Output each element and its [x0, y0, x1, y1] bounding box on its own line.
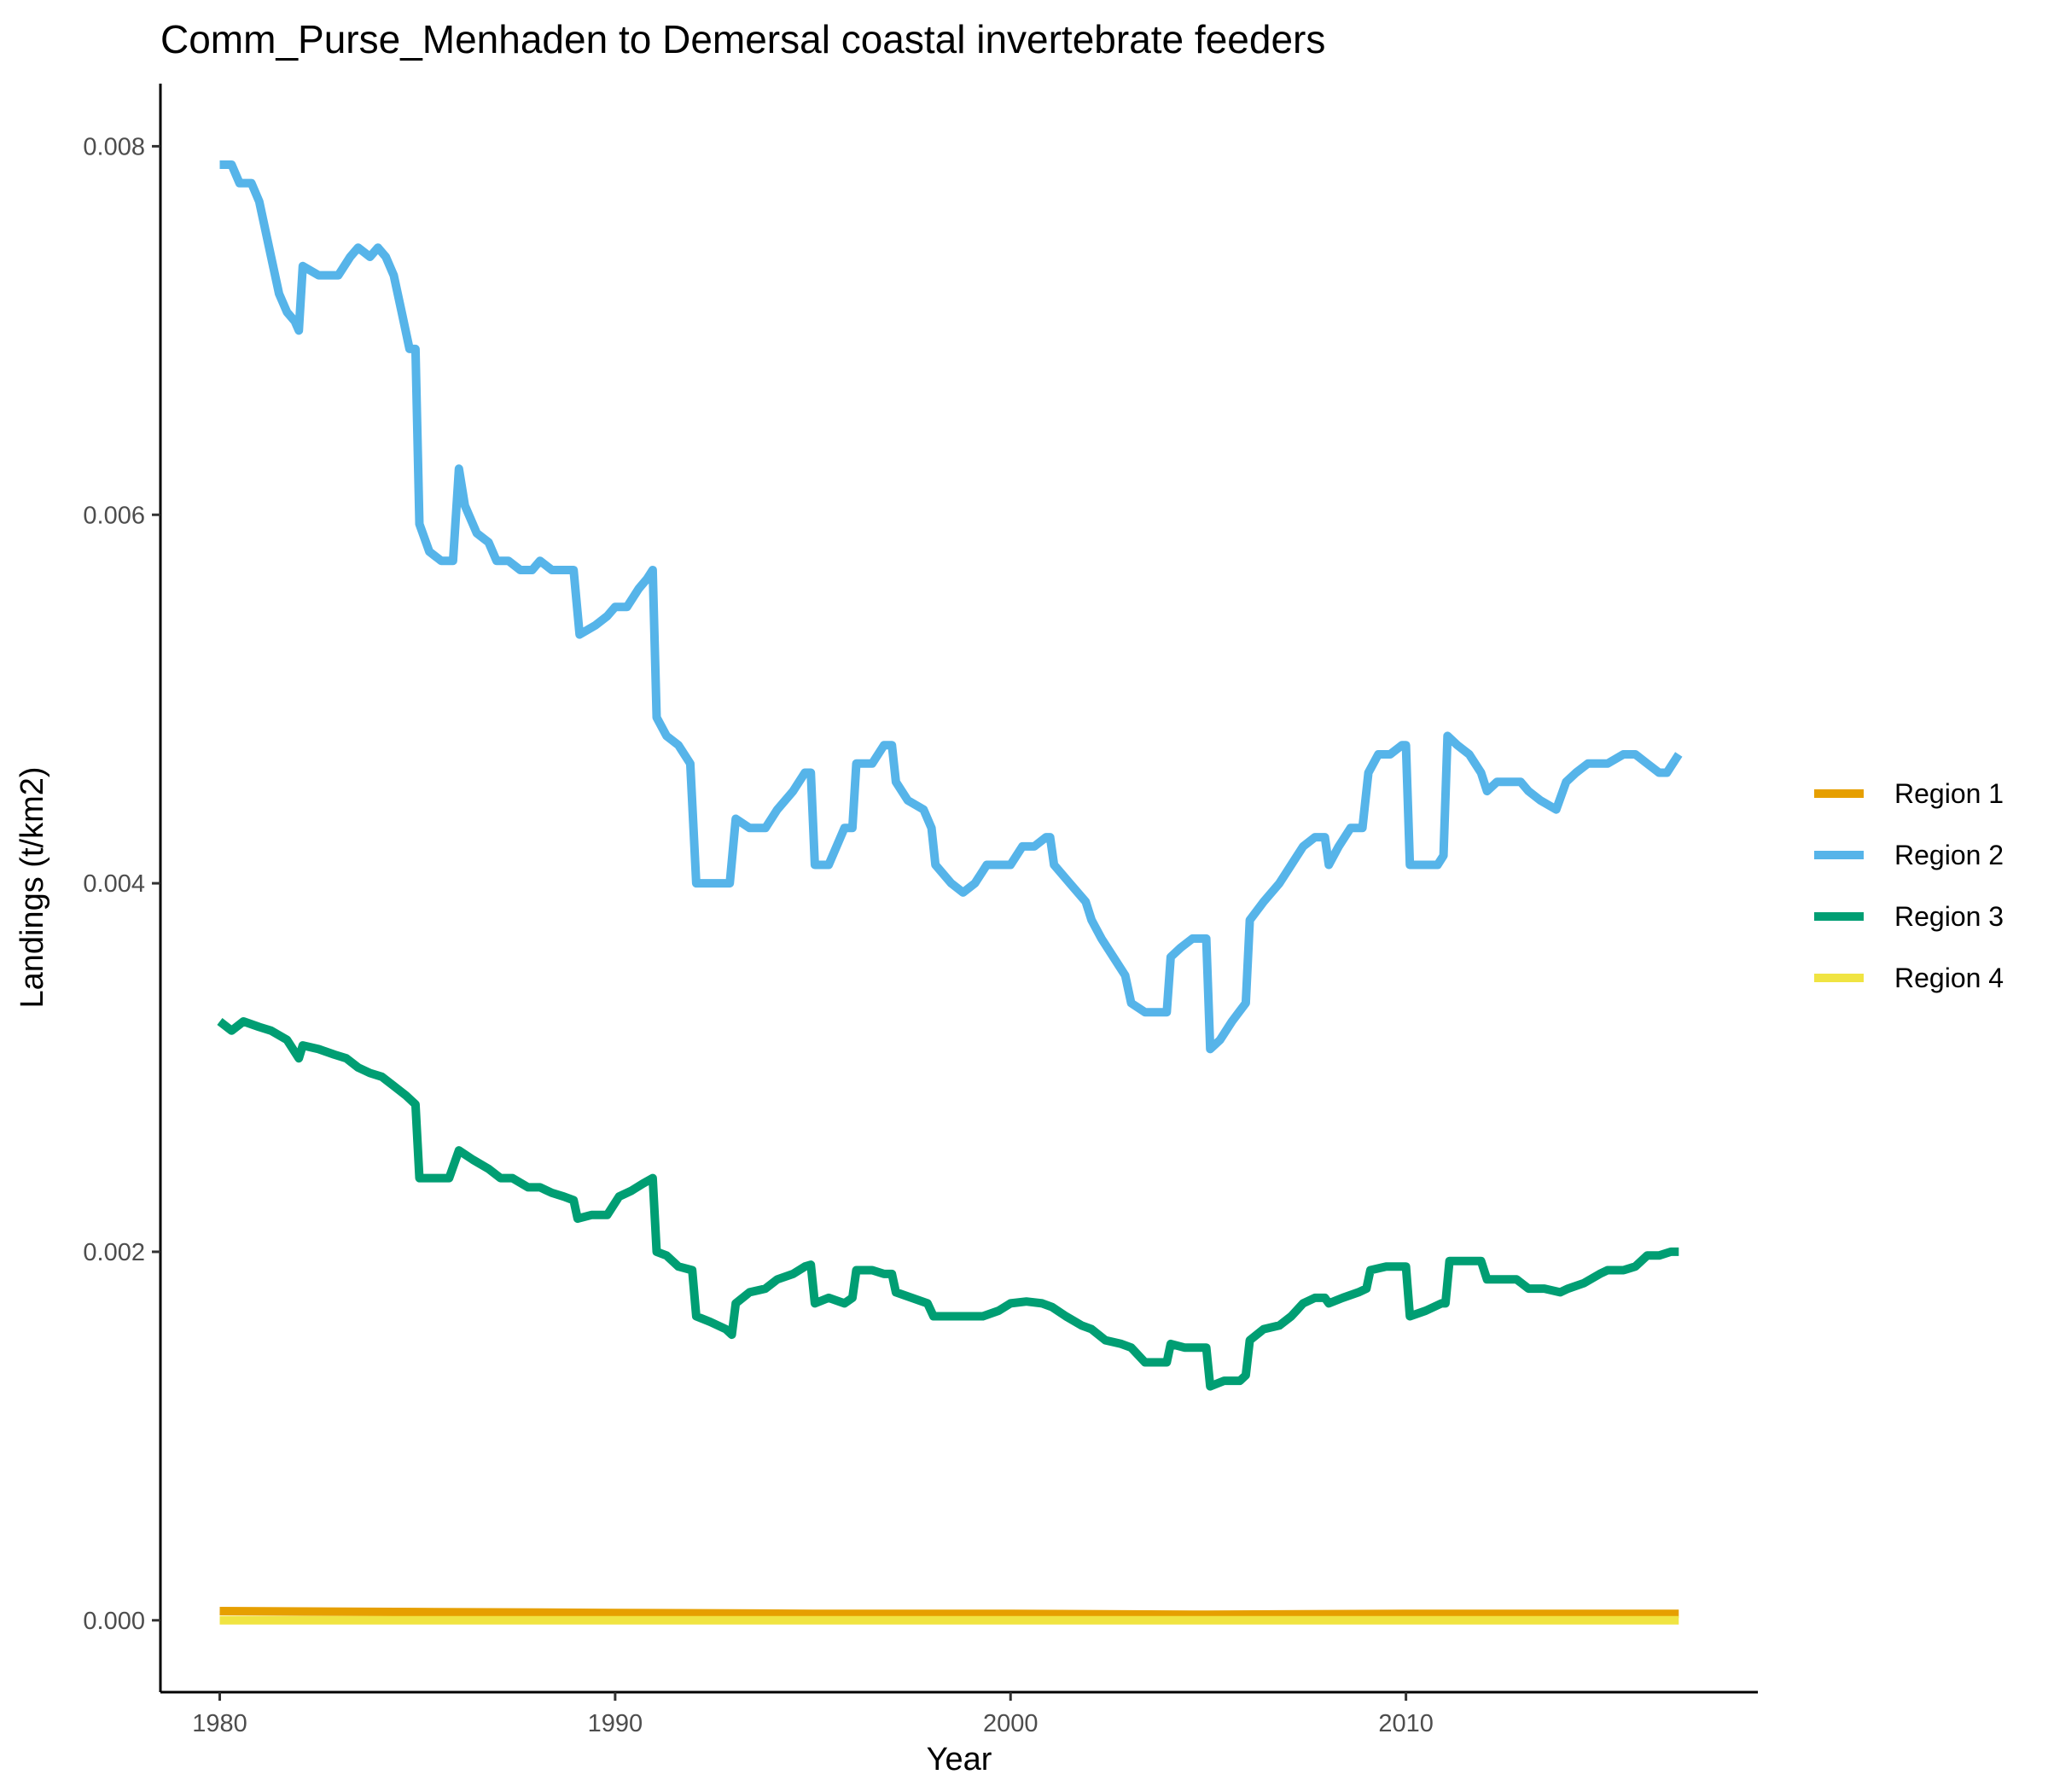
x-tick-label: 1980 — [192, 1710, 247, 1737]
chart-title: Comm_Purse_Menhaden to Demersal coastal … — [160, 17, 1325, 61]
x-axis-ticks: 1980 1990 2000 2010 — [192, 1692, 1434, 1737]
x-tick-label: 2000 — [983, 1710, 1039, 1737]
y-axis-title: Landings (t/km2) — [15, 766, 50, 1008]
y-tick-label: 0.002 — [83, 1239, 145, 1266]
y-tick-label: 0.000 — [83, 1608, 145, 1635]
series-line-region-1 — [219, 1607, 1679, 1620]
x-tick-label: 1990 — [588, 1710, 643, 1737]
legend-label: Region 3 — [1894, 901, 2004, 932]
y-axis-ticks: 0.000 0.002 0.004 0.006 0.008 — [83, 133, 160, 1635]
y-tick-label: 0.008 — [83, 133, 145, 160]
series-line-region-3 — [217, 1017, 1679, 1391]
legend-label: Region 4 — [1894, 963, 2004, 993]
legend-label: Region 1 — [1894, 778, 2004, 809]
x-axis-title: Year — [927, 1742, 992, 1777]
series-line-region-2 — [219, 160, 1683, 1054]
legend-label: Region 2 — [1894, 840, 2004, 870]
series-layer — [217, 160, 1683, 1625]
y-tick-label: 0.006 — [83, 502, 145, 529]
x-tick-label: 2010 — [1378, 1710, 1434, 1737]
legend: Region 1 Region 2 Region 3 Region 4 — [1814, 778, 2004, 993]
y-tick-label: 0.004 — [83, 870, 145, 898]
